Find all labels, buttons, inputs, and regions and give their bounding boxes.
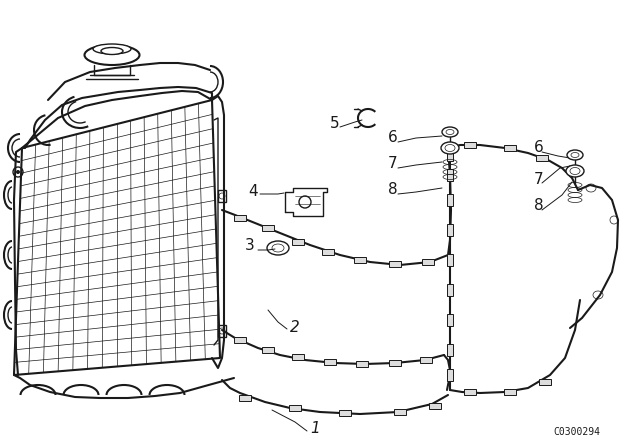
Bar — [354, 257, 366, 263]
Bar — [389, 261, 401, 267]
Bar — [389, 360, 401, 366]
Bar — [447, 194, 453, 206]
Ellipse shape — [441, 142, 459, 154]
Bar — [234, 337, 246, 343]
Text: C0300294: C0300294 — [553, 427, 600, 437]
Bar — [239, 395, 251, 401]
Text: 4: 4 — [248, 184, 258, 199]
Bar — [447, 344, 453, 356]
Text: 2: 2 — [290, 320, 300, 335]
Bar — [262, 225, 274, 231]
Bar — [464, 142, 476, 148]
Text: 7: 7 — [388, 156, 397, 171]
Bar — [262, 347, 274, 353]
Ellipse shape — [571, 152, 579, 158]
Bar — [324, 359, 336, 365]
Text: 7: 7 — [534, 172, 543, 187]
Text: 6: 6 — [388, 130, 397, 145]
Circle shape — [16, 170, 20, 174]
Text: 8: 8 — [534, 198, 543, 213]
Bar — [536, 155, 548, 161]
Bar — [447, 149, 453, 161]
Ellipse shape — [445, 145, 455, 151]
Bar — [447, 224, 453, 236]
Bar — [447, 314, 453, 326]
Ellipse shape — [93, 44, 131, 54]
Bar — [447, 284, 453, 296]
Bar — [447, 254, 453, 266]
Bar — [504, 145, 516, 151]
Bar — [447, 169, 453, 181]
Bar — [447, 369, 453, 381]
Bar — [234, 215, 246, 221]
Ellipse shape — [272, 244, 284, 252]
Bar — [292, 239, 304, 245]
Text: 5: 5 — [330, 116, 340, 131]
Bar — [422, 259, 434, 265]
Ellipse shape — [446, 129, 454, 134]
Ellipse shape — [442, 127, 458, 137]
Bar — [394, 409, 406, 415]
Bar — [218, 325, 226, 337]
Ellipse shape — [566, 165, 584, 177]
Bar — [292, 354, 304, 360]
Bar — [322, 249, 334, 255]
Bar — [504, 389, 516, 395]
Text: 1: 1 — [310, 421, 320, 436]
Text: 3: 3 — [245, 238, 255, 253]
Text: 8: 8 — [388, 182, 397, 197]
Bar — [420, 357, 432, 363]
Ellipse shape — [101, 47, 123, 55]
Bar — [429, 403, 441, 409]
Ellipse shape — [567, 150, 583, 160]
Bar — [356, 361, 368, 367]
Text: 6: 6 — [534, 140, 544, 155]
Bar — [539, 379, 551, 385]
Ellipse shape — [84, 45, 140, 65]
Bar — [218, 190, 226, 202]
Ellipse shape — [570, 168, 580, 175]
Bar — [464, 389, 476, 395]
Bar — [289, 405, 301, 411]
Ellipse shape — [267, 241, 289, 255]
Bar — [339, 410, 351, 416]
